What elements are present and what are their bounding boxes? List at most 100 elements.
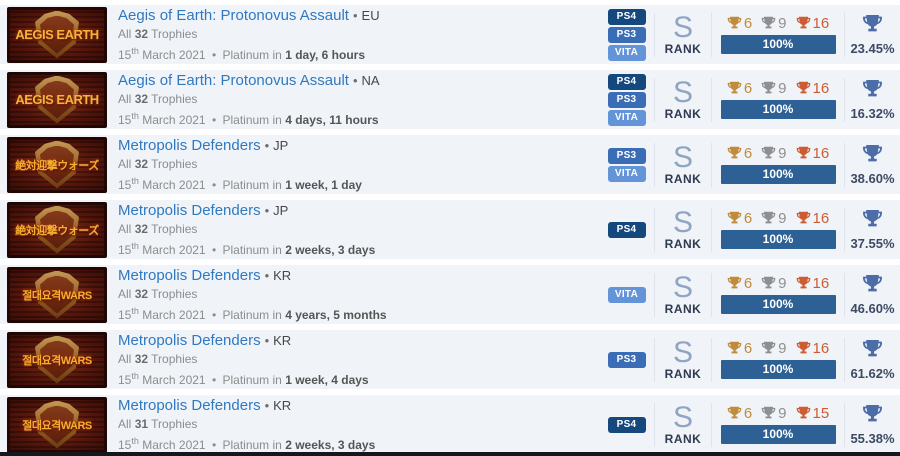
silver-trophy-icon — [761, 81, 776, 96]
rank-letter: S — [672, 400, 693, 434]
platinum-label: Platinum in — [222, 243, 282, 257]
gold-count-group: 6 — [727, 80, 752, 97]
game-thumbnail[interactable]: 절대요격WARS — [7, 266, 107, 323]
gold-count: 6 — [743, 145, 753, 162]
game-info: Metropolis Defenders • KR All 31 Trophies … — [118, 397, 599, 452]
game-title-link[interactable]: Metropolis Defenders — [118, 267, 261, 284]
game-thumbnail[interactable]: 絶対迎撃ウォーズ — [7, 201, 107, 258]
rank-column: S RANK — [655, 12, 711, 56]
completion-trophy-icon — [862, 339, 883, 360]
game-title-link[interactable]: Metropolis Defenders — [118, 137, 261, 154]
trophies-label: Trophies — [151, 352, 198, 366]
completion-column: 46.60% — [845, 274, 900, 316]
bronze-count: 16 — [812, 80, 830, 97]
silver-trophy-icon — [761, 146, 776, 161]
trophy-row[interactable]: 絶対迎撃ウォーズ Metropolis Defenders • JP All 32 … — [0, 200, 900, 259]
date-bullet: • — [211, 308, 217, 322]
trophy-row[interactable]: AEGIS EARTH Aegis of Earth: Protonovus A… — [0, 70, 900, 129]
silver-count: 9 — [778, 405, 787, 422]
column-divider — [654, 207, 655, 252]
game-title-link[interactable]: Metropolis Defenders — [118, 202, 261, 219]
trophy-counts: 6 9 16 — [727, 210, 829, 227]
completion-column: 55.38% — [845, 404, 900, 446]
trophy-summary-column: 6 9 16 100% — [712, 80, 844, 119]
game-region: EU — [361, 8, 380, 23]
bronze-count-group: 16 — [796, 145, 829, 162]
trophy-row[interactable]: 절대요격WARS Metropolis Defenders • KR All 32 … — [0, 265, 900, 324]
platform-badges: PS3 — [599, 351, 654, 368]
platform-badges: PS4 — [599, 416, 654, 433]
platinum-label: Platinum in — [222, 438, 282, 452]
column-divider — [711, 77, 712, 122]
trophy-summary-column: 6 9 16 100% — [712, 340, 844, 379]
game-thumbnail[interactable]: AEGIS EARTH — [7, 71, 107, 128]
trophy-counts: 6 9 16 — [727, 15, 829, 32]
completion-column: 37.55% — [845, 209, 900, 251]
rank-label: RANK — [664, 366, 702, 381]
completion-column: 16.32% — [845, 79, 900, 121]
trophy-counts: 6 9 15 — [727, 405, 829, 422]
date-ordinal: th — [131, 241, 139, 251]
date-day: 15 — [118, 373, 132, 387]
column-divider — [654, 77, 655, 122]
trophy-row[interactable]: AEGIS EARTH Aegis of Earth: Protonovus A… — [0, 5, 900, 64]
gold-count-group: 6 — [727, 210, 752, 227]
column-divider — [711, 207, 712, 252]
silver-count: 9 — [778, 15, 787, 32]
platform-badge: VITA — [607, 109, 646, 126]
game-region: KR — [273, 333, 292, 348]
title-region-bullet: • — [352, 8, 358, 23]
column-divider — [711, 12, 712, 57]
trophy-count: 32 — [134, 27, 149, 41]
game-title-link[interactable]: Aegis of Earth: Protonovus Assault — [118, 7, 349, 24]
trophy-count-line: All 31 Trophies — [118, 418, 599, 431]
date-line: 15th March 2021 • Platinum in 2 weeks, 3… — [118, 240, 599, 257]
rank-label: RANK — [664, 301, 702, 316]
trophy-row[interactable]: 절대요격WARS Metropolis Defenders • KR All 32 … — [0, 330, 900, 389]
date-line: 15th March 2021 • Platinum in 4 years, 5… — [118, 305, 599, 322]
gold-count-group: 6 — [727, 405, 752, 422]
column-divider — [654, 337, 655, 382]
platform-badges: PS3 VITA — [599, 147, 654, 182]
column-divider — [844, 337, 845, 382]
game-thumbnail[interactable]: 絶対迎撃ウォーズ — [7, 136, 107, 193]
all-label: All — [118, 92, 132, 106]
rank-column: S RANK — [655, 77, 711, 121]
progress-bar: 100% — [720, 295, 836, 314]
trophy-row[interactable]: 절대요격WARS Metropolis Defenders • KR All 31 … — [0, 395, 900, 454]
game-thumbnail[interactable]: AEGIS EARTH — [7, 6, 107, 63]
rank-column: S RANK — [655, 400, 711, 446]
trophy-list: AEGIS EARTH Aegis of Earth: Protonovus A… — [0, 5, 900, 454]
trophies-label: Trophies — [151, 417, 198, 431]
game-title-link[interactable]: Aegis of Earth: Protonovus Assault — [118, 72, 349, 89]
platinum-duration: 1 week, 1 day — [285, 178, 362, 192]
column-divider — [711, 142, 712, 187]
game-title-link[interactable]: Metropolis Defenders — [118, 332, 261, 349]
title-region-bullet: • — [264, 203, 270, 218]
platform-badge: PS3 — [607, 147, 646, 164]
date-bullet: • — [211, 243, 217, 257]
game-thumbnail[interactable]: 절대요격WARS — [7, 331, 107, 388]
rank-column: S RANK — [655, 272, 711, 316]
trophies-label: Trophies — [151, 222, 198, 236]
platform-badge: VITA — [607, 286, 646, 303]
trophy-counts: 6 9 16 — [727, 275, 829, 292]
game-title-link[interactable]: Metropolis Defenders — [118, 397, 261, 414]
silver-count-group: 9 — [761, 210, 787, 227]
game-thumbnail[interactable]: 절대요격WARS — [7, 396, 107, 453]
trophy-row[interactable]: 絶対迎撃ウォーズ Metropolis Defenders • JP All 32 … — [0, 135, 900, 194]
progress-label: 100% — [762, 427, 794, 441]
all-label: All — [118, 222, 132, 236]
bronze-count: 16 — [812, 210, 830, 227]
silver-count-group: 9 — [761, 145, 787, 162]
title-region-bullet: • — [264, 333, 270, 348]
game-info: Metropolis Defenders • JP All 32 Trophies … — [118, 202, 599, 257]
date-rest: March 2021 — [142, 373, 206, 387]
bronze-trophy-icon — [796, 16, 811, 31]
platform-badges: PS4 PS3 VITA — [599, 8, 654, 61]
platinum-duration: 4 days, 11 hours — [285, 113, 379, 127]
column-divider — [654, 272, 655, 317]
date-rest: March 2021 — [142, 178, 206, 192]
game-logo-text: 절대요격WARS — [22, 419, 92, 432]
